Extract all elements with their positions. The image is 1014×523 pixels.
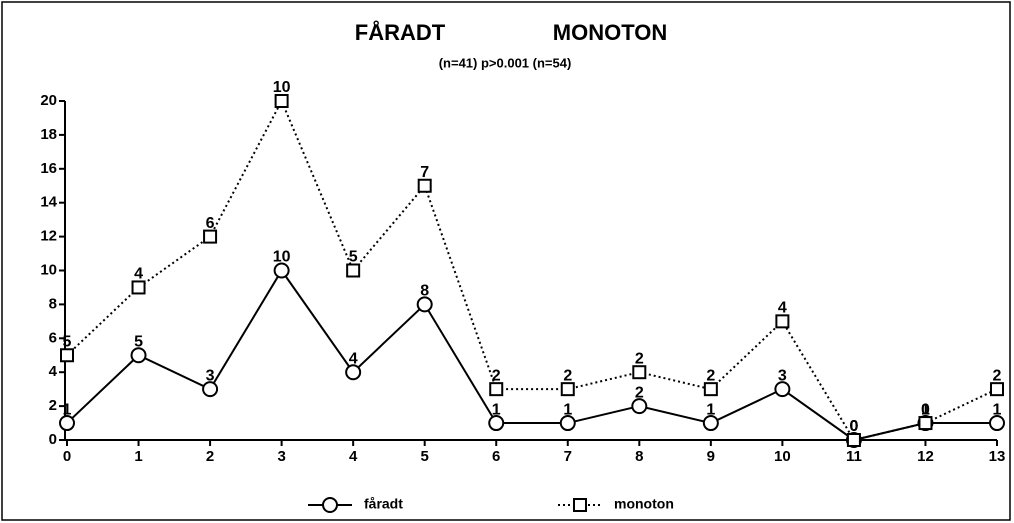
marker xyxy=(60,348,74,363)
x-tick-label: 10 xyxy=(774,448,791,465)
marker xyxy=(559,415,576,432)
data-label: 5 xyxy=(349,249,358,266)
marker xyxy=(846,433,861,447)
data-label: 3 xyxy=(778,367,787,384)
marker xyxy=(489,382,504,397)
y-tick-label: 20 xyxy=(40,92,57,109)
y-tick-label: 14 xyxy=(40,194,57,211)
data-label: 0 xyxy=(849,418,858,435)
y-tick-label: 2 xyxy=(49,397,57,414)
data-label: 1 xyxy=(63,401,72,418)
x-tick-label: 11 xyxy=(846,448,862,465)
data-label: 4 xyxy=(134,266,143,283)
y-tick-label: 18 xyxy=(40,126,57,143)
marker xyxy=(416,296,433,313)
legend-label: monoton xyxy=(614,496,674,512)
data-label: 1 xyxy=(706,401,715,418)
x-tick-label: 0 xyxy=(63,448,71,465)
data-label: 2 xyxy=(993,367,1002,384)
y-tick-label: 12 xyxy=(40,228,57,245)
marker xyxy=(273,262,290,279)
marker xyxy=(775,314,790,329)
marker xyxy=(774,381,791,398)
marker xyxy=(488,415,505,432)
data-label: 4 xyxy=(349,350,358,367)
y-tick-label: 10 xyxy=(40,261,57,278)
x-tick-label: 9 xyxy=(707,448,715,465)
data-label: 8 xyxy=(420,283,429,300)
data-label: 1 xyxy=(921,401,930,418)
data-label: 10 xyxy=(273,79,291,96)
data-label: 5 xyxy=(134,333,143,350)
chart-title: MONOTON xyxy=(553,20,667,45)
x-tick-label: 2 xyxy=(206,448,214,465)
marker xyxy=(131,280,146,295)
marker xyxy=(202,381,219,398)
data-label: 5 xyxy=(63,333,72,350)
marker xyxy=(989,415,1005,432)
marker xyxy=(560,382,575,397)
x-tick-label: 4 xyxy=(349,448,358,465)
legend-marker xyxy=(322,497,338,513)
data-label: 0 xyxy=(849,418,858,435)
data-label: 2 xyxy=(635,384,644,401)
marker xyxy=(703,382,718,397)
x-tick-label: 12 xyxy=(917,448,934,465)
marker xyxy=(631,398,648,415)
data-label: 2 xyxy=(706,367,715,384)
legend-label: fåradt xyxy=(364,496,403,512)
y-tick-label: 4 xyxy=(49,363,58,380)
x-tick-label: 7 xyxy=(564,448,572,465)
data-label: 1 xyxy=(492,401,501,418)
data-label: 4 xyxy=(778,300,787,317)
data-label: 6 xyxy=(206,215,215,232)
data-label: 0 xyxy=(921,401,930,418)
x-tick-label: 13 xyxy=(989,448,1006,465)
marker xyxy=(274,94,289,108)
marker xyxy=(990,382,1004,397)
x-tick-label: 3 xyxy=(277,448,285,465)
x-tick-label: 8 xyxy=(635,448,643,465)
chart-title: FÅRADT xyxy=(355,19,446,45)
y-tick-label: 16 xyxy=(40,160,57,177)
marker xyxy=(632,365,647,380)
x-tick-label: 5 xyxy=(421,448,429,465)
data-label: 7 xyxy=(420,164,429,181)
data-label: 1 xyxy=(563,401,572,418)
series-line xyxy=(66,98,998,442)
marker xyxy=(59,415,75,432)
data-label: 2 xyxy=(563,367,572,384)
marker xyxy=(345,364,362,381)
data-label: 2 xyxy=(492,367,501,384)
marker xyxy=(203,229,218,244)
marker xyxy=(702,415,719,432)
marker xyxy=(346,263,361,278)
y-tick-label: 8 xyxy=(49,295,57,312)
marker xyxy=(918,416,933,431)
y-tick-label: 0 xyxy=(49,431,57,448)
series-line xyxy=(66,268,997,442)
data-label: 10 xyxy=(273,249,291,266)
data-label: 2 xyxy=(635,350,644,367)
marker xyxy=(417,178,432,193)
x-tick-label: 6 xyxy=(492,448,500,465)
x-tick-label: 1 xyxy=(134,448,142,465)
data-label: 3 xyxy=(206,367,215,384)
marker xyxy=(130,347,147,364)
data-label: 1 xyxy=(993,401,1002,418)
legend-marker xyxy=(573,498,587,512)
chart-subtitle: (n=41) p>0.001 (n=54) xyxy=(439,55,572,70)
y-tick-label: 6 xyxy=(49,329,57,346)
